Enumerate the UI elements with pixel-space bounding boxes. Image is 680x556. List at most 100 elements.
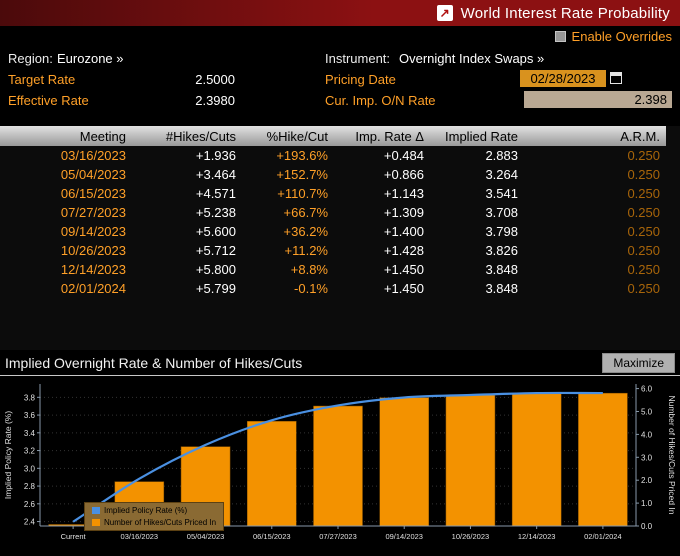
- instrument-label: Instrument:: [325, 51, 391, 66]
- svg-text:02/01/2024: 02/01/2024: [584, 532, 622, 541]
- table-cell: +5.712: [195, 243, 236, 258]
- svg-text:3.4: 3.4: [24, 429, 36, 438]
- effective-rate-label: Effective Rate: [8, 93, 89, 108]
- region-value[interactable]: Eurozone »: [57, 51, 124, 66]
- table-cell: 0.250: [627, 167, 660, 182]
- table-cell: +5.799: [195, 281, 236, 296]
- svg-text:0.0: 0.0: [641, 522, 653, 531]
- table-cell: 0.250: [627, 205, 660, 220]
- table-cell: +1.143: [383, 186, 424, 201]
- table-row[interactable]: 09/14/2023 +5.600 +36.2% +1.400 3.798 0.250: [0, 222, 666, 241]
- table-cell: +152.7%: [276, 167, 328, 182]
- table-cell: +1.400: [383, 224, 424, 239]
- calendar-icon[interactable]: [610, 72, 622, 84]
- table-cell: +5.600: [195, 224, 236, 239]
- page-title: World Interest Rate Probability: [460, 4, 670, 22]
- chart-section-header: Implied Overnight Rate & Number of Hikes…: [0, 350, 680, 376]
- table-cell: +110.7%: [277, 186, 328, 201]
- table-cell: 0.250: [627, 243, 660, 258]
- controls-header: Enable Overrides Region: Eurozone » Inst…: [0, 26, 680, 126]
- table-row[interactable]: 12/14/2023 +5.800 +8.8% +1.450 3.848 0.250: [0, 260, 666, 279]
- svg-text:6.0: 6.0: [641, 385, 653, 394]
- table-cell: 02/01/2024: [60, 281, 126, 296]
- table-cell: +1.936: [195, 148, 236, 163]
- table-cell: 06/15/2023: [60, 186, 126, 201]
- column-header: Meeting: [0, 126, 132, 146]
- table-row[interactable]: 06/15/2023 +4.571 +110.7% +1.143 3.541 0.250: [0, 184, 666, 203]
- enable-overrides-checkbox[interactable]: [554, 31, 566, 42]
- table-cell: 12/14/2023: [60, 262, 126, 277]
- svg-text:10/26/2023: 10/26/2023: [452, 532, 490, 541]
- launch-icon[interactable]: ↗: [436, 5, 453, 21]
- svg-text:Implied Policy Rate (%): Implied Policy Rate (%): [3, 411, 13, 500]
- enable-overrides-label: Enable Overrides: [571, 29, 672, 44]
- table-cell: +5.800: [195, 262, 236, 277]
- legend-swatch-bar: [92, 519, 100, 526]
- chart-section-title: Implied Overnight Rate & Number of Hikes…: [5, 354, 303, 371]
- table-row[interactable]: 07/27/2023 +5.238 +66.7% +1.309 3.708 0.250: [0, 203, 666, 222]
- region-label: Region:: [8, 51, 53, 66]
- table-row[interactable]: 05/04/2023 +3.464 +152.7% +0.866 3.264 0.250: [0, 165, 666, 184]
- column-header: #Hikes/Cuts: [132, 126, 242, 146]
- legend-item-line: Implied Policy Rate (%): [92, 506, 216, 515]
- svg-text:5.0: 5.0: [641, 407, 653, 416]
- table-cell: +36.2%: [283, 224, 328, 239]
- svg-text:Number of Hikes/Cuts Priced In: Number of Hikes/Cuts Priced In: [667, 395, 677, 514]
- svg-text:06/15/2023: 06/15/2023: [253, 532, 291, 541]
- table-row[interactable]: 02/01/2024 +5.799 -0.1% +1.450 3.848 0.250: [0, 279, 666, 298]
- table-cell: 09/14/2023: [60, 224, 126, 239]
- legend-item-bar: Number of Hikes/Cuts Priced In: [92, 518, 216, 527]
- table-cell: +0.484: [383, 148, 424, 163]
- svg-text:05/04/2023: 05/04/2023: [187, 532, 225, 541]
- svg-text:Current: Current: [61, 532, 87, 541]
- svg-text:09/14/2023: 09/14/2023: [385, 532, 423, 541]
- table-cell: 3.848: [485, 281, 518, 296]
- svg-text:3.0: 3.0: [24, 464, 36, 473]
- table-cell: +1.450: [383, 262, 424, 277]
- svg-text:1.0: 1.0: [641, 499, 653, 508]
- table-cell: +1.428: [383, 243, 424, 258]
- table-cell: 03/16/2023: [60, 148, 126, 163]
- svg-text:07/27/2023: 07/27/2023: [319, 532, 357, 541]
- table-row[interactable]: 03/16/2023 +1.936 +193.6% +0.484 2.883 0.250: [0, 146, 666, 165]
- table-row[interactable]: 10/26/2023 +5.712 +11.2% +1.428 3.826 0.250: [0, 241, 666, 260]
- legend-swatch-line: [92, 507, 100, 514]
- column-header: A.R.M.: [524, 126, 666, 146]
- table-cell: +193.6%: [276, 148, 328, 163]
- table-cell: 0.250: [627, 281, 660, 296]
- table-cell: +1.450: [383, 281, 424, 296]
- titlebar: ↗ World Interest Rate Probability: [0, 0, 680, 26]
- table-cell: 3.798: [485, 224, 518, 239]
- column-header: %Hike/Cut: [242, 126, 334, 146]
- table-cell: 05/04/2023: [60, 167, 126, 182]
- table-cell: +66.7%: [283, 205, 328, 220]
- svg-text:3.0: 3.0: [641, 453, 653, 462]
- table-cell: 3.826: [485, 243, 518, 258]
- instrument-value[interactable]: Overnight Index Swaps »: [399, 51, 545, 66]
- table-cell: +3.464: [195, 167, 236, 182]
- pricing-date-input[interactable]: 02/28/2023: [520, 70, 606, 87]
- table-cell: +4.571: [195, 186, 236, 201]
- rates-table: Meeting #Hikes/Cuts %Hike/Cut Imp. Rate Δ Im…: [0, 126, 680, 350]
- svg-text:3.6: 3.6: [24, 411, 36, 420]
- maximize-button[interactable]: Maximize: [602, 352, 675, 373]
- table-cell: 10/26/2023: [60, 243, 126, 258]
- table-cell: -0.1%: [294, 281, 328, 296]
- svg-text:4.0: 4.0: [641, 430, 653, 439]
- svg-text:03/16/2023: 03/16/2023: [121, 532, 159, 541]
- table-cell: 3.264: [485, 167, 518, 182]
- svg-text:3.8: 3.8: [24, 393, 36, 402]
- table-cell: 0.250: [627, 262, 660, 277]
- target-rate-label: Target Rate: [8, 72, 76, 87]
- table-cell: +1.309: [383, 205, 424, 220]
- table-cell: 0.250: [627, 148, 660, 163]
- table-cell: 3.541: [485, 186, 518, 201]
- table-cell: 07/27/2023: [60, 205, 126, 220]
- effective-rate-value: 2.3980: [195, 93, 235, 108]
- svg-text:2.0: 2.0: [641, 476, 653, 485]
- svg-text:3.2: 3.2: [24, 447, 36, 456]
- table-cell: +0.866: [383, 167, 424, 182]
- rates-table-body: 03/16/2023 +1.936 +193.6% +0.484 2.883 0.250 0…: [0, 146, 666, 298]
- svg-text:2.8: 2.8: [24, 482, 36, 491]
